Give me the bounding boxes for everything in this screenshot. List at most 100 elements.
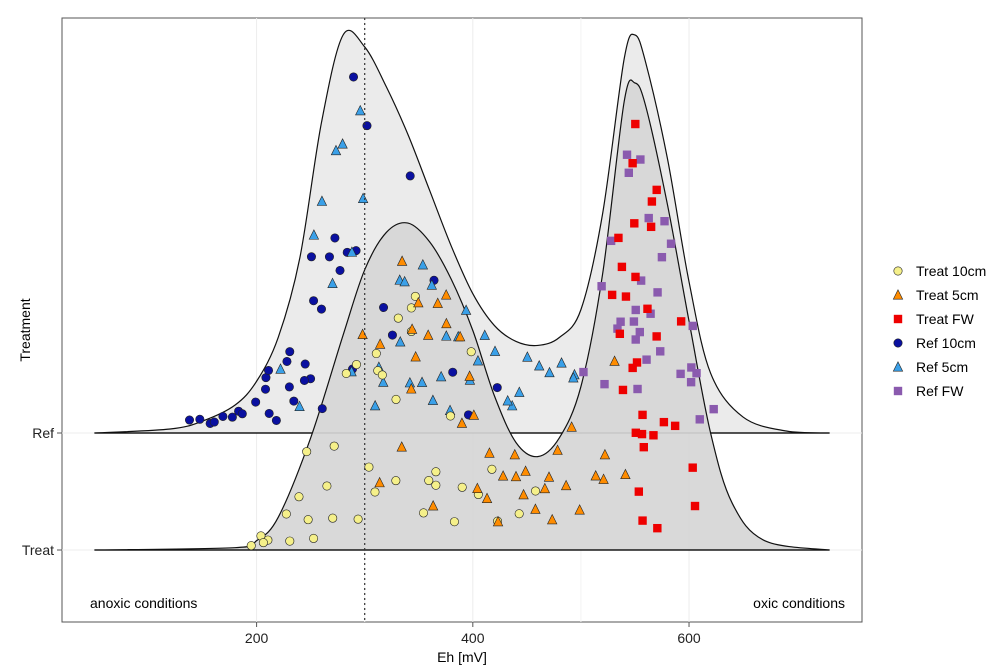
- point-ref-10cm: [362, 121, 372, 131]
- point-ref-10cm: [218, 411, 228, 421]
- annotation-anoxic: anoxic conditions: [90, 595, 197, 611]
- point-ref-fw: [692, 368, 701, 378]
- point-treat-5cm: [609, 355, 620, 366]
- point-treat-10cm: [281, 509, 291, 519]
- point-treat-5cm: [406, 383, 417, 394]
- point-ref-10cm: [379, 303, 389, 313]
- point-ref-5cm: [502, 394, 513, 406]
- point-ref-10cm: [264, 408, 274, 418]
- point-ref-10cm: [306, 252, 316, 262]
- legend-label: Treat FW: [916, 311, 975, 327]
- scatter-points: [185, 72, 718, 551]
- point-ref-5cm: [417, 258, 429, 270]
- point-ref-5cm: [378, 376, 389, 387]
- legend-label: Treat 10cm: [916, 263, 986, 279]
- point-treat-fw: [617, 262, 627, 272]
- point-treat-5cm: [547, 513, 558, 525]
- point-treat-5cm: [552, 444, 563, 455]
- point-ref-5cm: [426, 279, 437, 290]
- point-treat-10cm: [424, 476, 434, 486]
- point-ref-5cm: [357, 192, 369, 203]
- point-treat-fw: [615, 329, 625, 339]
- point-ref-5cm: [294, 400, 305, 411]
- point-ref-fw: [635, 327, 644, 337]
- point-ref-10cm: [195, 414, 205, 424]
- point-treat-10cm: [328, 513, 338, 523]
- point-treat-10cm: [391, 394, 401, 404]
- x-axis-title: Eh [mV]: [437, 649, 487, 665]
- point-ref-5cm: [316, 195, 328, 206]
- point-treat-fw: [653, 523, 662, 533]
- point-treat-fw: [659, 417, 669, 427]
- point-treat-10cm: [487, 464, 497, 474]
- point-treat-10cm: [353, 514, 363, 524]
- point-ref-10cm: [264, 365, 274, 375]
- point-ref-fw: [656, 347, 665, 356]
- point-treat-5cm: [472, 482, 483, 493]
- point-ref-fw: [676, 369, 685, 379]
- legend-marker: [893, 338, 903, 348]
- point-treat-5cm: [441, 289, 452, 300]
- point-treat-fw: [652, 185, 661, 195]
- legend-label: Ref FW: [916, 383, 964, 399]
- point-ref-5cm: [479, 329, 490, 340]
- point-treat-5cm: [481, 492, 493, 504]
- point-ref-fw: [606, 236, 616, 246]
- point-ref-10cm: [492, 383, 502, 393]
- point-ref-5cm: [460, 304, 472, 315]
- point-ref-10cm: [227, 412, 237, 422]
- point-ref-fw: [631, 305, 640, 315]
- point-ref-5cm: [472, 354, 484, 366]
- point-ref-10cm: [289, 396, 299, 406]
- point-ref-10cm: [299, 375, 309, 385]
- point-ref-5cm: [346, 246, 358, 257]
- point-treat-fw: [618, 385, 628, 395]
- point-ref-10cm: [387, 330, 397, 340]
- point-ref-5cm: [568, 371, 579, 383]
- point-treat-5cm: [509, 448, 520, 460]
- point-treat-5cm: [620, 468, 631, 480]
- point-treat-5cm: [396, 441, 407, 452]
- point-treat-5cm: [427, 500, 439, 511]
- point-ref-fw: [597, 282, 606, 291]
- point-treat-10cm: [303, 515, 313, 525]
- point-treat-fw: [652, 332, 661, 341]
- point-treat-fw: [647, 197, 657, 206]
- legend-marker: [893, 266, 903, 276]
- point-treat-fw: [614, 233, 623, 243]
- point-ref-5cm: [337, 138, 348, 149]
- point-treat-10cm: [285, 536, 295, 546]
- y-tick-label: Ref: [32, 425, 54, 441]
- point-ref-fw: [695, 415, 704, 424]
- point-ref-fw: [688, 321, 697, 331]
- point-ref-5cm: [534, 360, 545, 371]
- point-ref-fw: [636, 276, 646, 285]
- point-treat-fw: [688, 463, 697, 472]
- point-treat-5cm: [574, 504, 585, 515]
- point-ref-5cm: [355, 104, 366, 116]
- point-ref-fw: [644, 213, 653, 223]
- point-treat-5cm: [432, 297, 443, 308]
- point-treat-5cm: [374, 476, 385, 488]
- legend-label: Ref 10cm: [916, 335, 976, 351]
- point-ref-fw: [660, 217, 669, 226]
- point-ref-fw: [629, 317, 639, 326]
- point-treat-10cm: [258, 538, 268, 548]
- point-treat-10cm: [329, 441, 339, 451]
- point-treat-5cm: [406, 323, 418, 334]
- y-tick-label: Treat: [22, 542, 54, 558]
- point-treat-10cm: [294, 492, 304, 502]
- legend-label: Ref 5cm: [916, 359, 968, 375]
- y-axis-ticks: Treat Ref: [22, 425, 62, 558]
- legend-label: Treat 5cm: [916, 287, 979, 303]
- point-treat-fw: [621, 292, 631, 301]
- point-treat-fw: [607, 290, 617, 300]
- point-treat-5cm: [590, 470, 601, 481]
- point-treat-10cm: [393, 313, 403, 323]
- point-treat-10cm: [391, 476, 401, 486]
- point-treat-10cm: [364, 462, 374, 472]
- x-tick-label: 600: [677, 630, 701, 646]
- point-ref-5cm: [522, 351, 533, 362]
- point-ref-10cm: [335, 265, 345, 275]
- point-treat-5cm: [454, 330, 466, 342]
